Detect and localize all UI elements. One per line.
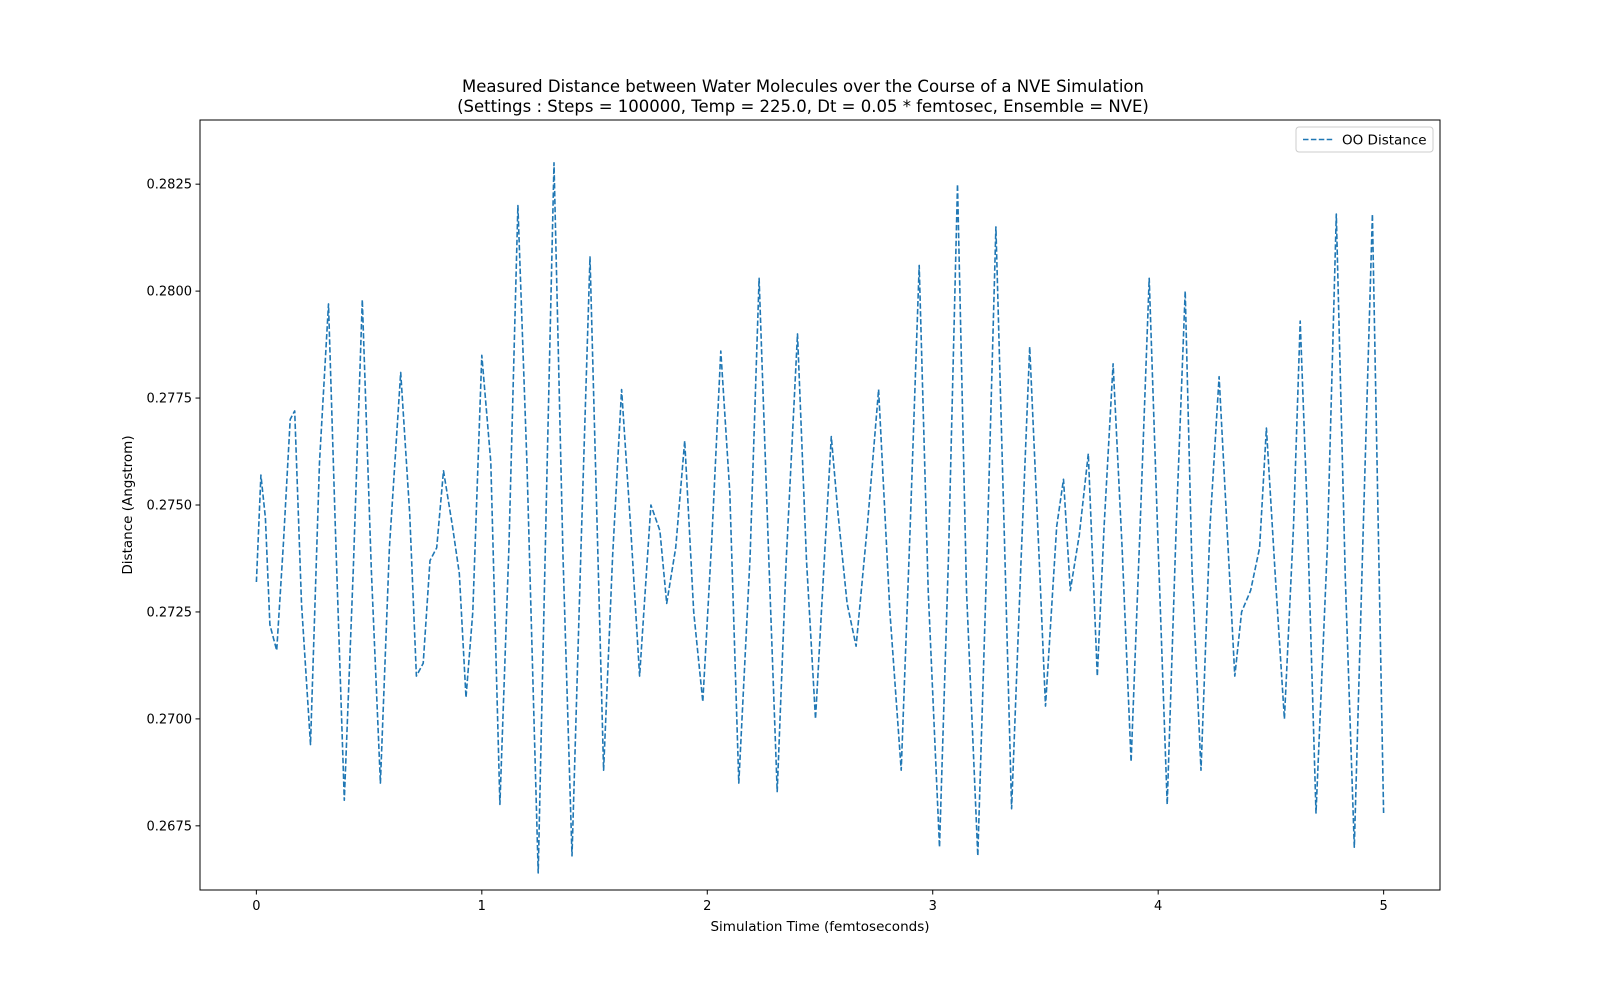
y-tick-label: 0.2725 <box>147 605 193 620</box>
y-axis-ticks: 0.2675 0.2700 0.2725 0.2750 0.2775 0.2800 0.28… <box>147 178 200 834</box>
x-tick-label: 3 <box>929 899 937 914</box>
y-tick-label: 0.2800 <box>147 285 193 300</box>
series-group <box>255 162 1385 874</box>
y-tick-label: 0.2750 <box>147 499 193 514</box>
y-tick-label: 0.2775 <box>147 392 193 407</box>
series-line-0 <box>255 162 1385 874</box>
x-tick-label: 4 <box>1154 899 1162 914</box>
x-tick-label: 0 <box>252 899 260 914</box>
legend-entry-label: OO Distance <box>1342 133 1427 149</box>
chart-title: Measured Distance between Water Molecule… <box>462 77 1144 96</box>
plot-area-frame <box>199 119 1441 891</box>
y-axis-label: Distance (Angstrom) <box>120 435 136 574</box>
x-axis-ticks: 0 1 2 3 4 5 <box>252 890 1388 914</box>
x-tick-label: 2 <box>703 899 711 914</box>
chart-subtitle: (Settings : Steps = 100000, Temp = 225.0… <box>457 97 1149 116</box>
legend-box <box>1295 126 1434 153</box>
y-tick-label: 0.2825 <box>147 178 193 193</box>
x-tick-label: 1 <box>478 899 486 914</box>
x-axis-label: Simulation Time (femtoseconds) <box>710 919 929 935</box>
y-tick-label: 0.2675 <box>147 819 193 834</box>
legend: OO Distance <box>1295 126 1434 153</box>
x-tick-label: 5 <box>1379 899 1387 914</box>
y-tick-label: 0.2700 <box>147 712 193 727</box>
